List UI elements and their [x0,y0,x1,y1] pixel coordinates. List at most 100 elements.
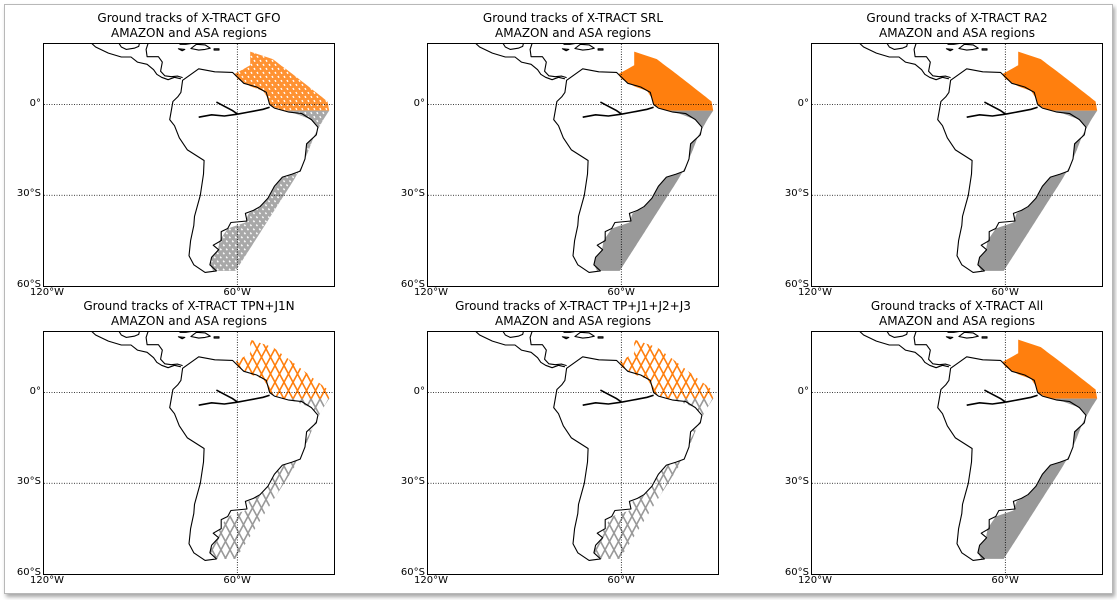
hispaniola-coast [958,332,979,339]
amazon-river [198,106,270,118]
amazon-river [966,394,1038,406]
hispaniola-coast [958,44,979,51]
latitude-tick-label: 30°S [784,476,809,488]
latitude-tick-label: 60°S [16,279,41,290]
map-canvas [428,332,718,574]
longitude-tick-label: 120°W [414,575,448,586]
gulf-coast [886,44,951,79]
longitude-tick-label: 60°W [991,287,1019,298]
south-america-coast [553,356,703,561]
longitude-tick-label: 60°W [607,287,635,298]
jamaica-coast [561,48,570,52]
map-canvas [812,44,1102,286]
latitude-tick-label: 60°S [784,567,809,578]
gulf-coast [118,332,183,367]
puerto-rico-coast [213,336,220,339]
south-america-coast [937,356,1087,561]
map-frame [811,43,1103,287]
panel-title: Ground tracks of X-TRACT RA2 [866,11,1048,25]
central-america-coast [859,44,950,81]
jamaica-coast [177,336,186,340]
amazon-region [618,51,714,111]
amazon-region [234,51,330,111]
latitude-tick-label: 60°S [400,567,425,578]
amazon-region [234,339,330,399]
panel-title: Ground tracks of X-TRACT SRL [482,11,664,25]
latitude-tick-label: 30°S [400,188,425,200]
asa-region [593,398,714,559]
latitude-tick-label: 0° [797,385,809,397]
amazon-river [966,106,1038,118]
map-panel: Ground tracks of X-TRACT TP+J1+J2+J3 AMAZ… [389,293,719,586]
latitude-tick-label: 60°S [400,279,425,290]
longitude-tick-label: 120°W [798,287,832,298]
jamaica-coast [945,336,954,340]
map-frame [43,43,335,287]
gulf-coast [502,332,567,367]
map-frame [811,331,1103,575]
puerto-rico-coast [597,48,604,51]
south-america-coast [553,68,703,273]
amazon-river [198,394,270,406]
gulf-coast [502,44,567,79]
figure: Ground tracks of X-TRACT GFO AMAZON and A… [4,4,1113,594]
jamaica-coast [177,48,186,52]
latitude-tick-label: 60°S [16,567,41,578]
south-america-coast [169,356,319,561]
puerto-rico-coast [981,336,988,339]
latitude-tick-label: 0° [797,97,809,109]
asa-region [209,398,330,559]
map-panel: Ground tracks of X-TRACT TPN+J1N AMAZON a… [5,293,335,586]
puerto-rico-coast [213,48,220,51]
puerto-rico-coast [597,336,604,339]
panel-title: Ground tracks of X-TRACT TPN+J1N [83,299,295,313]
jamaica-coast [561,336,570,340]
rio-negro [216,101,238,115]
panel-subtitle: AMAZON and ASA regions [879,26,1035,40]
longitude-tick-label: 60°W [223,575,251,586]
puerto-rico-coast [981,48,988,51]
gulf-coast [118,44,183,79]
map-frame [43,331,335,575]
longitude-tick-label: 120°W [798,575,832,586]
rio-negro [984,389,1006,403]
longitude-tick-label: 120°W [414,287,448,298]
central-america-coast [475,44,566,81]
rio-negro [600,389,622,403]
central-america-coast [91,332,182,369]
jamaica-coast [945,48,954,52]
amazon-region [1002,339,1098,399]
map-panel: Ground tracks of X-TRACT All AMAZON and A… [773,293,1103,586]
latitude-tick-label: 0° [29,385,41,397]
latitude-tick-label: 0° [29,97,41,109]
rio-negro [600,101,622,115]
map-frame [427,43,719,287]
longitude-tick-label: 120°W [30,575,64,586]
map-frame [427,331,719,575]
rio-negro [216,389,238,403]
central-america-coast [91,44,182,81]
latitude-tick-label: 60°S [784,279,809,290]
hispaniola-coast [190,44,211,51]
amazon-river [582,106,654,118]
central-america-coast [475,332,566,369]
gulf-coast [886,332,951,367]
map-canvas [428,44,718,286]
map-canvas [812,332,1102,574]
amazon-river [582,394,654,406]
longitude-tick-label: 60°W [223,287,251,298]
panel-title: Ground tracks of X-TRACT GFO [97,11,281,25]
latitude-tick-label: 30°S [16,476,41,488]
hispaniola-coast [574,332,595,339]
panel-subtitle: AMAZON and ASA regions [495,314,651,328]
south-america-coast [169,68,319,273]
longitude-tick-label: 60°W [607,575,635,586]
map-canvas [44,44,334,286]
longitude-tick-label: 120°W [30,287,64,298]
panel-title: Ground tracks of X-TRACT TP+J1+J2+J3 [455,299,691,313]
panel-title: Ground tracks of X-TRACT All [870,299,1044,313]
latitude-tick-label: 30°S [784,188,809,200]
panel-subtitle: AMAZON and ASA regions [111,26,267,40]
map-panel: Ground tracks of X-TRACT GFO AMAZON and A… [5,5,335,298]
panel-subtitle: AMAZON and ASA regions [495,26,651,40]
